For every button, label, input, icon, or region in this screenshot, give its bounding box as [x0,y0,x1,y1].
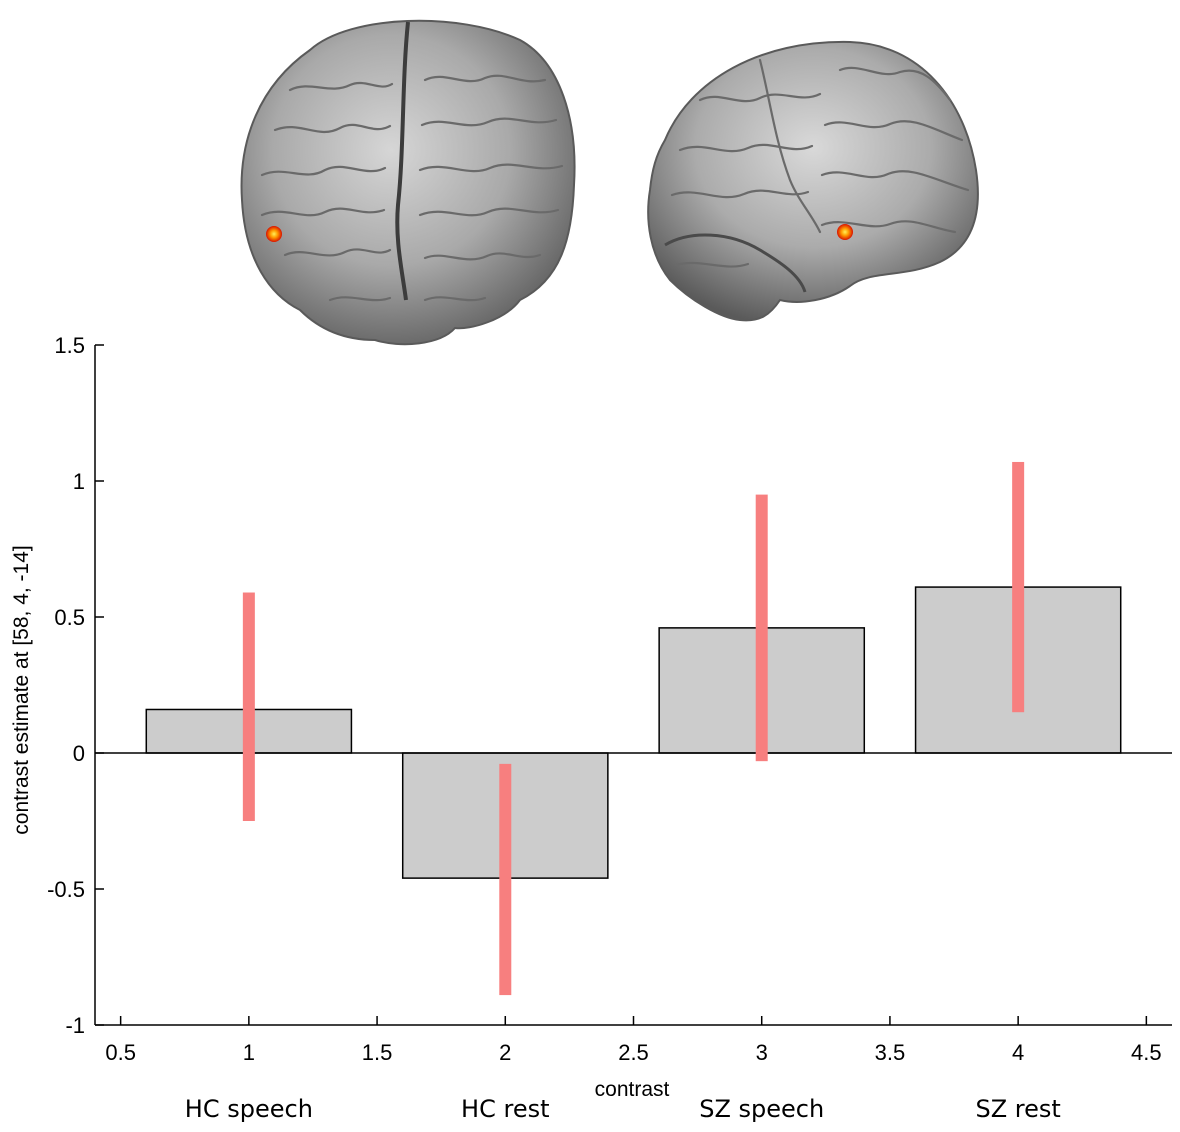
bar-chart: -1 -0.5 0 0.5 1 1.5 0.5 1 1.5 2 2.5 3 3.5 4 4.5 HC sp… [10,333,1172,1123]
brain-sagittal-view [647,40,979,322]
bars [145,586,1122,879]
y-tick-label: -0.5 [47,877,85,902]
y-tick-label: -1 [65,1013,85,1038]
error-bar [1012,461,1025,713]
condition-label: SZ speech [699,1095,824,1123]
y-tick-label: 1 [73,469,85,494]
error-bar [242,592,255,821]
x-tick-label: 2.5 [618,1040,649,1065]
error-bars [242,461,1025,996]
condition-label: SZ rest [975,1095,1060,1123]
brain-coronal-view [240,19,576,346]
x-tick-label: 1 [243,1040,255,1065]
x-tick-label: 4.5 [1131,1040,1162,1065]
activation-blob-sagittal [837,224,853,240]
error-bar [755,494,768,762]
x-tick-label: 3 [756,1040,768,1065]
condition-labels: HC speech HC rest SZ speech SZ rest [185,1095,1061,1123]
condition-label: HC rest [461,1095,549,1123]
x-axis-ticks: 0.5 1 1.5 2 2.5 3 3.5 4 4.5 [105,1016,1162,1065]
y-tick-label: 0 [73,741,85,766]
condition-label: HC speech [185,1095,313,1123]
y-axis-label: contrast estimate at [58, 4, -14] [10,545,33,834]
y-tick-label: 1.5 [54,333,85,358]
x-tick-label: 2 [499,1040,511,1065]
x-tick-label: 1.5 [362,1040,393,1065]
x-tick-label: 4 [1012,1040,1024,1065]
x-tick-label: 3.5 [875,1040,906,1065]
y-tick-label: 0.5 [54,605,85,630]
y-axis-ticks: -1 -0.5 0 0.5 1 1.5 [47,333,104,1038]
x-tick-label: 0.5 [105,1040,136,1065]
x-axis-label: contrast [595,1078,670,1101]
activation-blob-coronal [266,226,282,242]
error-bar [499,763,512,996]
